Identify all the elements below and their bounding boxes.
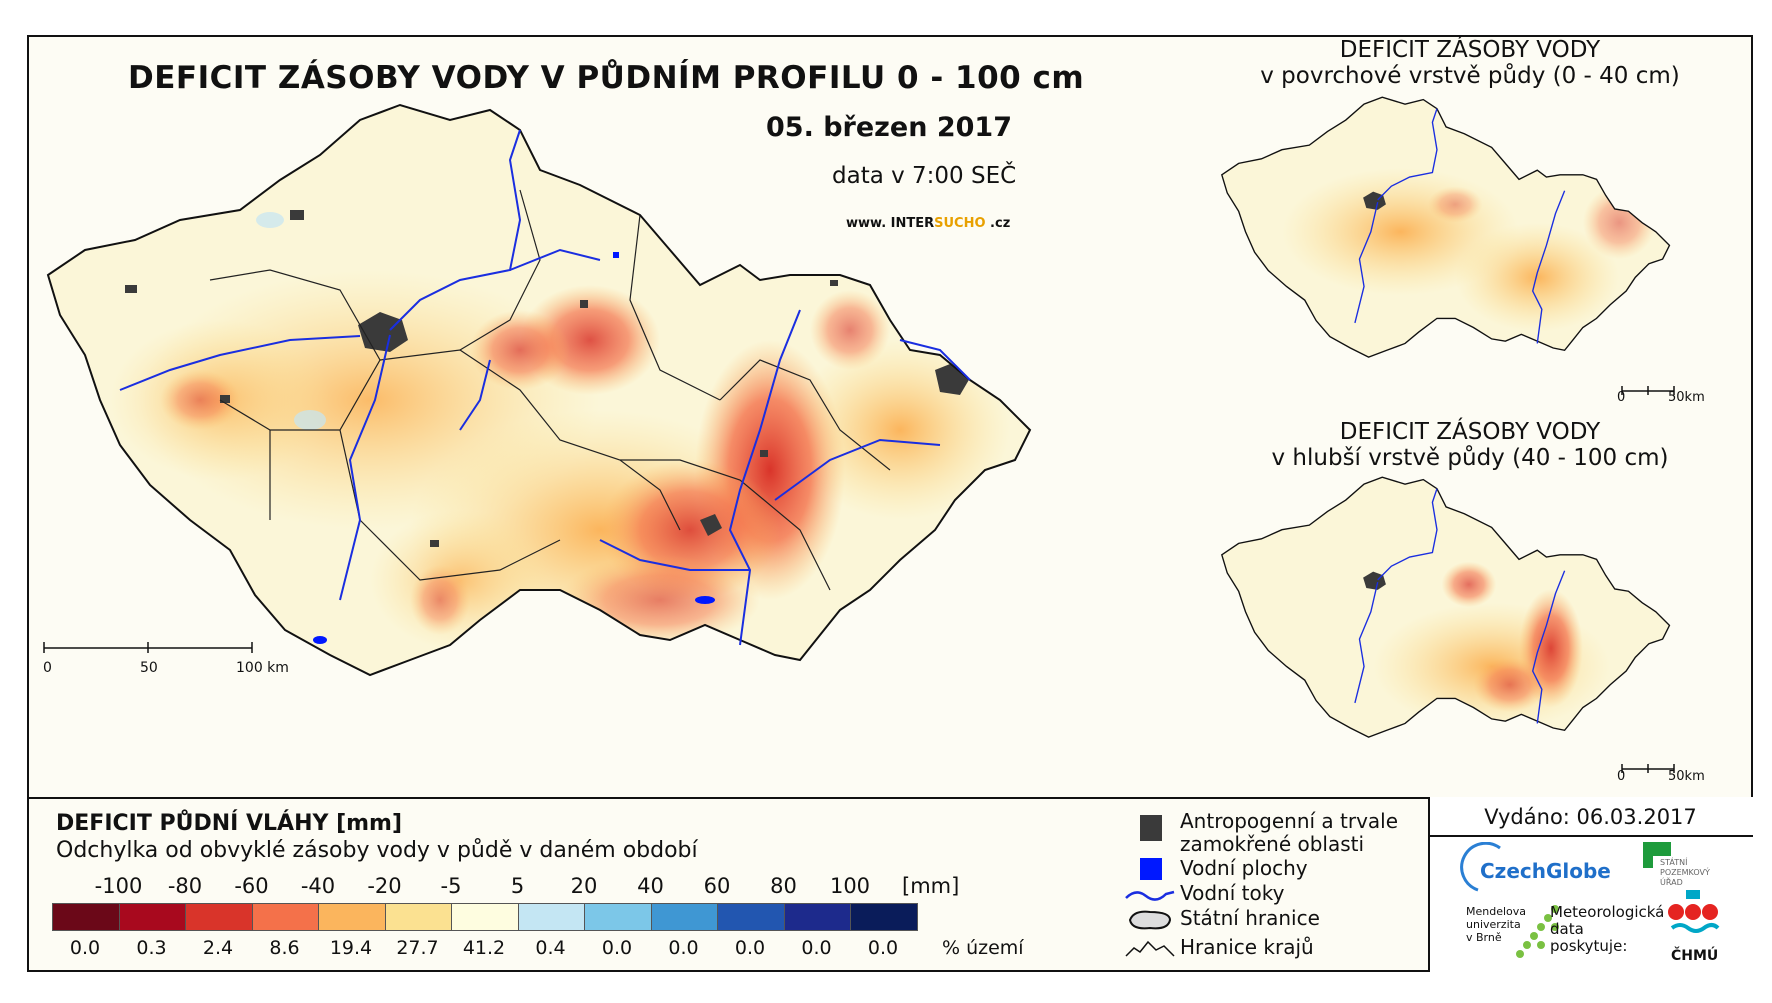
inset-bottom-title: DEFICIT ZÁSOBY VODY v hlubší vrstvě půdy… xyxy=(1271,419,1669,471)
class-bound-label: -80 xyxy=(167,874,203,898)
inset-top-scale-0: 0 xyxy=(1617,390,1626,405)
percent-value: 0.0 xyxy=(601,937,633,959)
color-swatch xyxy=(318,903,386,931)
percent-value: 19.4 xyxy=(329,937,373,959)
class-bound-label: 5 xyxy=(510,874,525,898)
czechglobe-logo xyxy=(1460,842,1501,892)
legend-unit: [mm] xyxy=(902,874,960,898)
class-bound-label: -5 xyxy=(440,874,462,898)
water-body-label: Vodní plochy xyxy=(1180,856,1308,880)
color-swatch xyxy=(251,903,319,931)
percent-value: 0.0 xyxy=(734,937,766,959)
class-bound-label: -40 xyxy=(300,874,336,898)
inset-top-scale-50: 50km xyxy=(1668,390,1705,405)
mendel-text: Mendelova univerzita v Brně xyxy=(1466,905,1527,944)
inset-bottom-scale-0: 0 xyxy=(1617,769,1626,784)
water-body-swatch xyxy=(1140,858,1162,880)
issued-date: Vydáno: 06.03.2017 xyxy=(1428,797,1753,837)
class-bound-label: 100 xyxy=(829,874,871,898)
inset-top-scalebar xyxy=(1621,386,1675,395)
inset-bottom-map xyxy=(1221,476,1671,738)
river-label: Vodní toky xyxy=(1180,881,1285,905)
percent-value: 0.0 xyxy=(867,937,899,959)
main-scale-0: 0 xyxy=(43,660,52,676)
czechglobe-text: CzechGlobe xyxy=(1480,859,1611,883)
percent-label: % území xyxy=(942,937,1024,959)
map-date: 05. březen 2017 xyxy=(766,112,1012,143)
spu-text: STÁTNÍ POZEMKOVÝ ÚŘAD xyxy=(1660,858,1710,887)
state-border-label: Státní hranice xyxy=(1180,906,1320,930)
color-swatch xyxy=(118,903,186,931)
color-swatch xyxy=(517,903,585,931)
inset-bottom-scale-50: 50km xyxy=(1668,769,1705,784)
percent-value: 0.3 xyxy=(136,937,167,959)
main-scale-100: 100 km xyxy=(236,660,289,676)
legend-title: DEFICIT PŮDNÍ VLÁHY [mm] xyxy=(56,811,403,836)
class-bound-label: 20 xyxy=(570,874,598,898)
meteo-text: Meteorologická data poskytuje: xyxy=(1550,903,1665,955)
spu-logo-stem xyxy=(1643,842,1653,868)
chmu-text: ČHMÚ xyxy=(1671,948,1719,964)
class-bound-label: 60 xyxy=(703,874,731,898)
color-swatch xyxy=(52,903,120,931)
state-border-symbol xyxy=(1128,910,1172,930)
map-time: data v 7:00 SEČ xyxy=(832,163,1017,189)
class-bound-label: -100 xyxy=(94,874,143,898)
percent-value: 2.4 xyxy=(202,937,234,959)
inset-top-map xyxy=(1221,96,1671,358)
anthropogenic-swatch xyxy=(1140,815,1162,841)
color-swatch xyxy=(584,903,652,931)
color-swatch xyxy=(185,903,253,931)
percent-value: 0.0 xyxy=(801,937,832,959)
logo-panel xyxy=(1428,797,1753,972)
chmu-logo xyxy=(1668,890,1720,933)
website-link[interactable]: www. INTERSUCHO .cz xyxy=(846,216,1011,231)
legend-subtitle: Odchylka od obvyklé zásoby vody v půdě v… xyxy=(56,838,698,863)
inset-bottom-scalebar xyxy=(1621,764,1675,773)
map-title: DEFICIT ZÁSOBY VODY V PŮDNÍM PROFILU 0 -… xyxy=(128,60,1085,96)
class-bound-label: -60 xyxy=(234,874,269,898)
main-map xyxy=(43,104,1031,676)
percent-value: 0.4 xyxy=(535,937,566,959)
main-scale-50: 50 xyxy=(140,660,158,676)
region-border-symbol xyxy=(1125,940,1175,957)
percent-value: 41.2 xyxy=(462,937,506,959)
mendel-logo xyxy=(1516,905,1559,958)
percent-value: 0.0 xyxy=(69,937,101,959)
class-bound-label: -20 xyxy=(367,874,402,898)
percent-value: 27.7 xyxy=(396,937,439,959)
color-swatch xyxy=(783,903,851,931)
class-bound-label: 80 xyxy=(770,874,797,898)
color-swatch xyxy=(717,903,785,931)
color-swatch xyxy=(451,903,519,931)
inset-top-title: DEFICIT ZÁSOBY VODY v povrchové vrstvě p… xyxy=(1260,37,1680,89)
color-swatch xyxy=(850,903,918,931)
percent-value: 0.0 xyxy=(668,937,699,959)
region-border-label: Hranice krajů xyxy=(1180,935,1314,959)
color-swatch xyxy=(650,903,718,931)
anthropogenic-label: Antropogenní a trvale zamokřené oblasti xyxy=(1180,809,1399,856)
river-symbol xyxy=(1125,890,1175,901)
legend-panel xyxy=(27,797,1753,972)
class-bound-label: 40 xyxy=(637,874,664,898)
percent-value: 8.6 xyxy=(269,937,300,959)
color-swatch xyxy=(384,903,452,931)
